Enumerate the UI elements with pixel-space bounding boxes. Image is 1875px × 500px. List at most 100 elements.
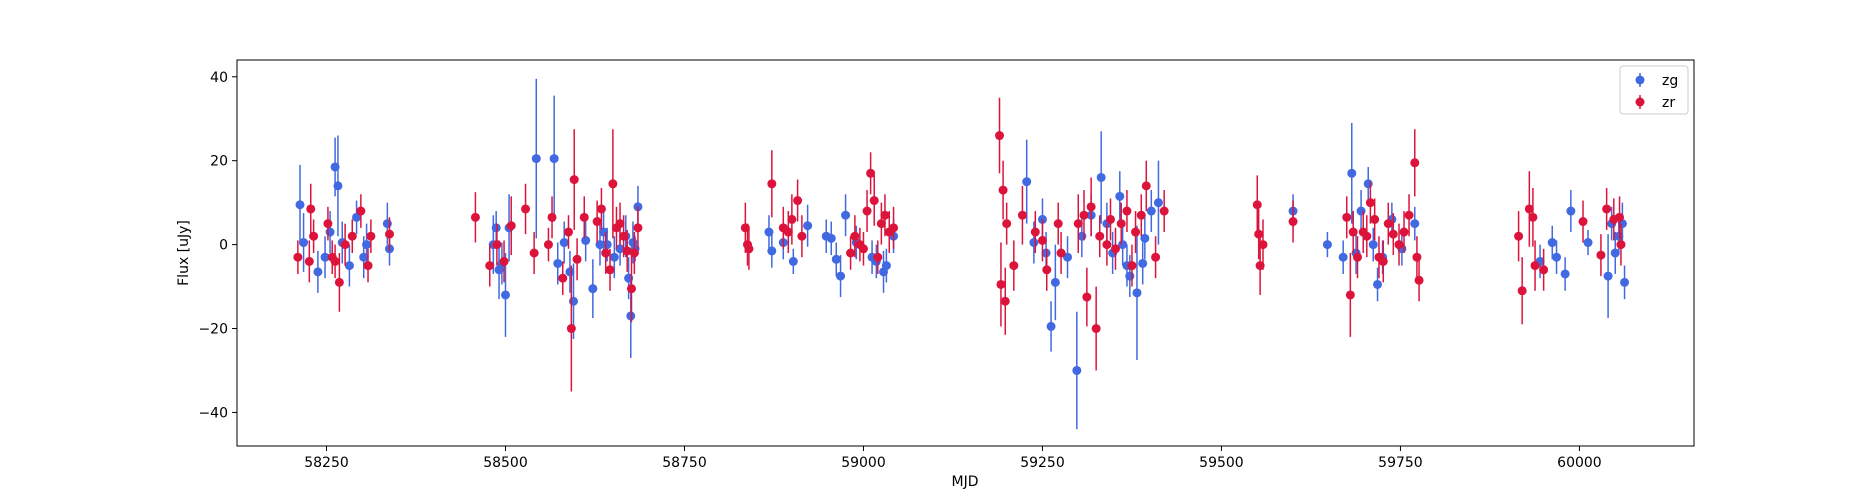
data-point [789, 257, 798, 266]
data-point [1072, 366, 1081, 375]
data-point [767, 246, 776, 255]
data-point [873, 253, 882, 262]
data-point [827, 234, 836, 243]
y-axis-label: Flux [uJy] [176, 220, 192, 286]
data-point [882, 261, 891, 270]
data-point [485, 261, 494, 270]
data-point [1596, 251, 1605, 260]
data-point [364, 261, 373, 270]
x-tick-label: 58750 [662, 455, 707, 471]
data-point [1106, 215, 1115, 224]
data-point [1364, 179, 1373, 188]
legend-marker-zg [1636, 76, 1645, 85]
data-point [1412, 253, 1421, 262]
data-point [1029, 238, 1038, 247]
data-point [362, 240, 371, 249]
data-point [1002, 219, 1011, 228]
data-point [1154, 198, 1163, 207]
data-point [341, 240, 350, 249]
data-point [1539, 265, 1548, 274]
data-point [1057, 249, 1066, 258]
data-point [323, 219, 332, 228]
data-point [1001, 297, 1010, 306]
data-point [1379, 257, 1388, 266]
data-point [521, 204, 530, 213]
data-point [1616, 240, 1625, 249]
data-point [564, 228, 573, 237]
data-point [1111, 244, 1120, 253]
data-point [1620, 278, 1629, 287]
data-point [1054, 219, 1063, 228]
data-point [1548, 238, 1557, 247]
data-point [532, 154, 541, 163]
data-point [841, 211, 850, 220]
data-point [580, 213, 589, 222]
data-point [610, 253, 619, 262]
data-point [1373, 280, 1382, 289]
data-point [1566, 207, 1575, 216]
x-tick-label: 59250 [1020, 455, 1065, 471]
data-point [296, 200, 305, 209]
y-tick-label: 20 [210, 154, 228, 170]
data-point [356, 207, 365, 216]
data-point [597, 204, 606, 213]
data-point [348, 232, 357, 241]
data-point [1132, 288, 1141, 297]
data-point [1362, 232, 1371, 241]
data-point [803, 221, 812, 230]
data-point [793, 196, 802, 205]
data-point [293, 253, 302, 262]
x-tick-label: 58250 [304, 455, 349, 471]
data-point [832, 255, 841, 264]
data-point [601, 249, 610, 258]
data-point [548, 213, 557, 222]
x-tick-label: 59750 [1378, 455, 1423, 471]
data-point [313, 267, 322, 276]
data-point [588, 284, 597, 293]
data-point [1042, 265, 1051, 274]
x-axis-label: MJD [952, 474, 979, 490]
data-point [1342, 213, 1351, 222]
data-point [1353, 253, 1362, 262]
data-point [569, 297, 578, 306]
data-point [567, 324, 576, 333]
x-tick-label: 60000 [1557, 455, 1602, 471]
data-point [995, 131, 1004, 140]
data-point [1405, 211, 1414, 220]
data-point [787, 215, 796, 224]
data-point [1022, 177, 1031, 186]
data-point [1082, 293, 1091, 302]
data-point [1579, 217, 1588, 226]
data-point [1253, 200, 1262, 209]
y-tick-label: 40 [210, 70, 228, 86]
data-point [996, 280, 1005, 289]
data-point [863, 207, 872, 216]
data-point [1347, 169, 1356, 178]
data-point [1097, 173, 1106, 182]
data-point [326, 228, 335, 237]
data-point [1047, 322, 1056, 331]
data-point [581, 236, 590, 245]
data-point [1339, 253, 1348, 262]
data-point [1561, 269, 1570, 278]
data-point [335, 278, 344, 287]
data-point [1410, 219, 1419, 228]
data-point [1258, 240, 1267, 249]
data-point [1092, 324, 1101, 333]
data-point [1514, 232, 1523, 241]
data-point [500, 257, 509, 266]
data-point [608, 179, 617, 188]
data-point [1370, 215, 1379, 224]
data-point [1604, 272, 1613, 281]
data-point [1122, 207, 1131, 216]
data-point [553, 259, 562, 268]
data-point [836, 272, 845, 281]
data-point [1137, 211, 1146, 220]
data-point [333, 181, 342, 190]
data-point [1531, 261, 1540, 270]
data-point [507, 221, 516, 230]
data-point [309, 232, 318, 241]
data-point [1031, 228, 1040, 237]
y-tick-label: −40 [198, 405, 228, 421]
